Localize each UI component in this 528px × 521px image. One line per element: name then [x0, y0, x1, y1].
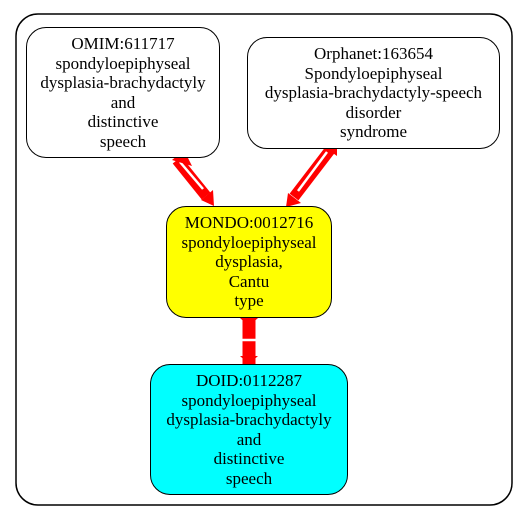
graph-frame: [15, 13, 513, 506]
node-mondo-0012716[interactable]: MONDO:0012716 spondyloepiphyseal dysplas…: [166, 206, 332, 318]
edge-omim-mondo-tail: [172, 150, 192, 166]
node-doid-id: DOID:0112287: [195, 371, 303, 390]
node-omim-label-line: spondyloepiphyseal: [55, 53, 191, 73]
node-mondo-label-line: spondyloepiphyseal: [181, 232, 317, 252]
node-doid-label-line: speech: [225, 468, 273, 488]
node-mondo-label-line: Cantu: [228, 271, 270, 291]
node-doid-label-line: dysplasia-brachydactyly: [166, 410, 332, 429]
node-orphanet-163654[interactable]: Orphanet:163654 Spondyloepiphyseal dyspl…: [247, 37, 500, 149]
node-omim-id: OMIM:611717: [71, 34, 175, 53]
node-orphanet-label-line: Spondyloepiphyseal: [304, 63, 443, 83]
node-orphanet-id: Orphanet:163654: [314, 44, 433, 64]
node-doid-label-line: distinctive: [213, 449, 285, 468]
node-omim-label-line: distinctive: [87, 112, 159, 131]
edge-mondo-to-doid: [240, 318, 258, 364]
node-orphanet-label-line: syndrome: [339, 122, 408, 142]
node-mondo-label-line: type: [234, 291, 264, 311]
node-orphanet-label-line: dysplasia-brachydactyly-speech: [264, 83, 483, 103]
edge-mondo-doid-tail: [240, 318, 258, 326]
node-omim-label-line: dysplasia-brachydactyly: [40, 73, 206, 92]
node-mondo-label-line: dysplasia,: [215, 252, 283, 272]
edge-orphanet-mondo-head: [286, 193, 301, 207]
node-doid-label-line: spondyloepiphyseal: [181, 390, 317, 410]
node-mondo-id: MONDO:0012716: [184, 213, 314, 233]
edge-mondo-doid-head: [240, 356, 258, 364]
edge-orphanet-to-mondo: [286, 141, 337, 207]
node-orphanet-label-line: disorder: [345, 102, 402, 122]
edge-omim-mondo-head: [201, 190, 214, 206]
node-omim-611717[interactable]: OMIM:611717 spondyloepiphyseal dysplasia…: [26, 27, 220, 158]
node-omim-label-line: and: [110, 92, 136, 112]
node-doid-label-line: and: [236, 429, 262, 449]
node-omim-label-line: speech: [99, 131, 147, 151]
edge-omim-mondo-stripe: [179, 161, 204, 190]
edge-orphanet-mondo-stripe: [296, 151, 329, 192]
node-doid-0112287[interactable]: DOID:0112287 spondyloepiphyseal dysplasi…: [150, 364, 348, 495]
